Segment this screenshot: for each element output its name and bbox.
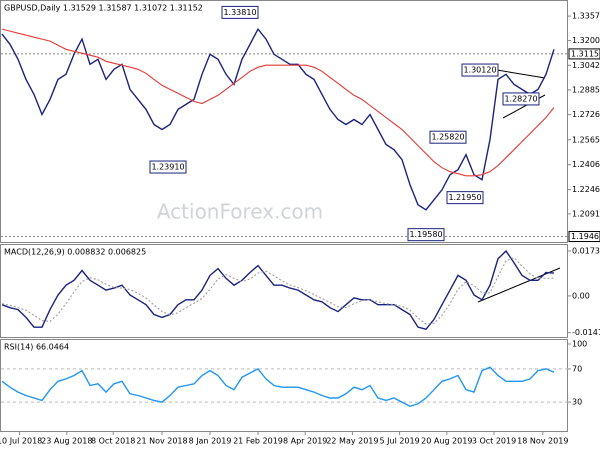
annotation-box [461, 63, 499, 77]
y-tick-label: 1.30425 [572, 61, 600, 70]
x-tick-label: 20 Aug 2019 [421, 437, 472, 446]
watermark: ActionForex.com [157, 200, 323, 224]
series-line [1, 27, 555, 211]
y-tick-label: 100 [572, 339, 587, 348]
annotation-box [221, 5, 259, 19]
series-line [1, 28, 555, 177]
trend-line [477, 267, 561, 303]
x-tick-label: 5 Jul 2019 [380, 437, 420, 446]
macd-pane [0, 244, 568, 338]
x-tick-label: 10 Jul 2018 [0, 437, 42, 446]
y-tick-label: 1.27265 [572, 110, 600, 119]
price-marker-label: 1.19460 [571, 232, 600, 241]
annotation-label: 1.21950 [448, 193, 481, 202]
series-line [1, 249, 555, 330]
y-tick-label: 1.25655 [572, 135, 600, 144]
price-title: GBPUSD,Daily 1.31529 1.31587 1.31072 1.3… [4, 4, 203, 13]
rsi-title: RSI(14) 66.0464 [4, 343, 69, 352]
y-tick-label: 70 [572, 364, 582, 373]
annotation-box [149, 160, 187, 174]
rsi-pane [0, 339, 568, 432]
y-tick-label: 30 [572, 398, 582, 407]
y-tick-label: 1.28850 [572, 85, 600, 94]
x-tick-label: 21 Feb 2019 [233, 437, 283, 446]
annotation-box [502, 92, 540, 106]
x-tick-label: 21 Nov 2018 [136, 437, 187, 446]
x-tick-label: 22 May 2019 [326, 437, 378, 446]
series-line [1, 366, 555, 408]
annotation-label: 1.30120 [463, 66, 496, 75]
annotation-label: 1.19580 [409, 230, 442, 239]
x-tick-label: 18 Nov 2019 [517, 437, 568, 446]
macd-title: MACD(12,26,9) 0.008832 0.006825 [4, 248, 146, 257]
price-pane [0, 0, 568, 243]
annotation-box [429, 130, 467, 144]
price-marker-box [568, 231, 600, 243]
x-tick-label: 8 Oct 2018 [91, 437, 135, 446]
y-tick-label: 0.017302 [572, 246, 600, 255]
x-tick-label: 8 Apr 2019 [283, 437, 327, 446]
price-marker-label: 1.31152 [571, 49, 600, 58]
annotation-label: 1.23910 [151, 163, 184, 172]
y-tick-label: 1.24060 [572, 160, 600, 169]
annotation-label: 1.28270 [504, 94, 537, 103]
annotation-label: 1.33810 [223, 8, 256, 17]
annotation-label: 1.25820 [431, 133, 464, 142]
annotation-box [407, 228, 445, 242]
price-marker-box [568, 48, 600, 60]
y-tick-label: 1.32005 [572, 36, 600, 45]
trend-line [496, 69, 546, 79]
y-tick-label: 1.22465 [572, 185, 600, 194]
x-tick-label: 23 Aug 2018 [41, 437, 92, 446]
series-line [1, 256, 555, 325]
y-tick-label: -0.014148 [572, 328, 600, 337]
x-tick-label: 8 Jan 2019 [189, 437, 232, 446]
x-tick-label: 3 Oct 2019 [472, 437, 516, 446]
y-tick-label: 0.00 [572, 291, 590, 300]
annotation-box [446, 191, 484, 205]
y-tick-label: 1.33575 [572, 12, 600, 21]
y-tick-label: 1.20910 [572, 209, 600, 218]
